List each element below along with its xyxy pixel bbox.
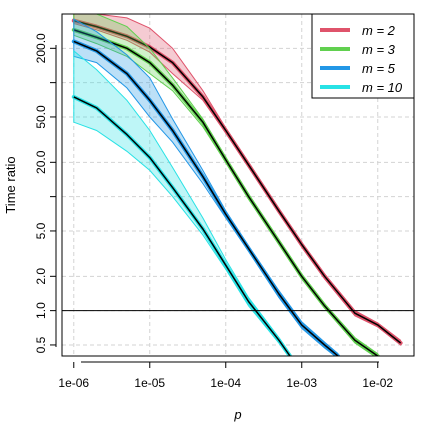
y-tick-label: 1.0 [34, 302, 48, 319]
x-tick-label: 1e-06 [58, 376, 89, 390]
y-tick-label: 200.0 [34, 33, 48, 63]
series-layer [71, 14, 403, 356]
legend: m = 2 m = 3 m = 5 m = 10 [311, 13, 415, 99]
plot-frame [61, 13, 415, 357]
x-axis-title: p [233, 407, 241, 422]
series-group [71, 14, 403, 347]
series-band [73, 18, 339, 356]
x-tick-label: 1e-02 [362, 376, 393, 390]
legend-label: m = 5 [362, 61, 396, 76]
series-line [73, 40, 339, 356]
x-axis: 1e-06 1e-05 1e-04 1e-03 1e-02 [58, 361, 393, 390]
series-group [71, 49, 292, 356]
series-group [71, 14, 380, 356]
y-tick-label: 2.0 [34, 268, 48, 285]
x-tick-label: 1e-03 [286, 376, 317, 390]
y-tick-label: 20.0 [34, 150, 48, 174]
y-axis: 0.5 1.0 2.0 5.0 20.0 50.0 200.0 [34, 33, 57, 353]
series-band [73, 14, 379, 356]
series-line [73, 19, 402, 344]
legend-label: m = 2 [362, 23, 396, 38]
series-group [71, 18, 340, 356]
legend-label: m = 3 [362, 42, 396, 57]
x-tick-label: 1e-04 [210, 376, 241, 390]
y-tick-label: 5.0 [34, 222, 48, 239]
legend-label: m = 10 [362, 80, 403, 95]
x-tick-label: 1e-05 [134, 376, 165, 390]
y-tick-label: 50.0 [34, 105, 48, 129]
y-axis-title: Time ratio [3, 156, 18, 213]
series-band [73, 14, 402, 347]
y-tick-label: 0.5 [34, 336, 48, 353]
series-line [73, 29, 379, 356]
series-line [73, 96, 291, 356]
